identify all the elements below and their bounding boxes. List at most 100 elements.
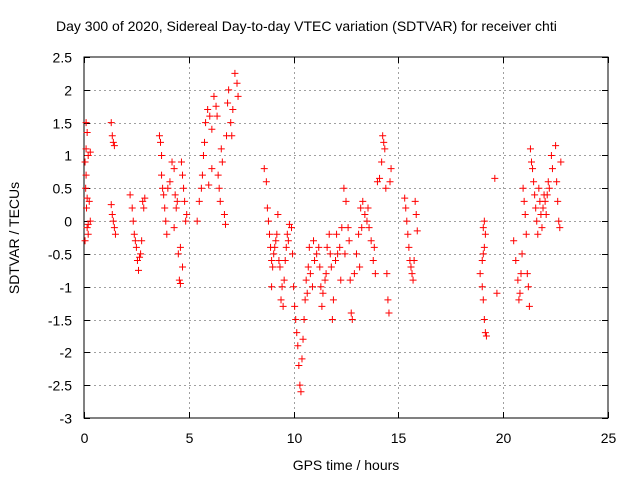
data-point [163, 230, 171, 238]
data-point [134, 266, 142, 274]
data-point [172, 204, 180, 212]
data-point [195, 197, 203, 205]
data-point [275, 256, 283, 264]
data-point [289, 250, 297, 258]
data-point [410, 256, 418, 264]
data-point [183, 211, 191, 219]
data-point [199, 151, 207, 159]
data-point [271, 243, 279, 251]
data-point [356, 263, 364, 271]
data-point [221, 220, 229, 228]
y-tick-label: 0 [64, 214, 72, 230]
data-point [512, 256, 520, 264]
data-point [81, 237, 89, 245]
data-point [268, 256, 276, 264]
data-point [380, 138, 388, 146]
data-point [310, 237, 318, 245]
plot-frame [83, 56, 609, 419]
data-point [323, 243, 331, 251]
data-point [233, 79, 241, 87]
y-axis: -3 -2.5 -2 -1.5 -1 -0.5 0 0.5 1 1.5 2 2.5 [48, 50, 608, 427]
data-point [383, 270, 391, 278]
data-point [510, 237, 518, 245]
data-point [264, 217, 272, 225]
data-point [548, 165, 556, 173]
data-point [384, 296, 392, 304]
data-point [408, 270, 416, 278]
data-point [357, 204, 365, 212]
data-point [111, 230, 119, 238]
data-point [130, 230, 138, 238]
data-point [544, 178, 552, 186]
data-point [284, 237, 292, 245]
data-point [328, 316, 336, 324]
data-point [413, 227, 421, 235]
data-point [83, 128, 91, 136]
data-point [110, 224, 118, 232]
data-point [308, 283, 316, 291]
data-point [341, 250, 349, 258]
data-point [132, 243, 140, 251]
data-point [82, 184, 90, 192]
data-point [128, 204, 136, 212]
data-point [216, 197, 224, 205]
data-point [364, 204, 372, 212]
data-point [220, 211, 228, 219]
data-point [530, 178, 538, 186]
data-point [404, 230, 412, 238]
data-point [533, 217, 541, 225]
data-point [270, 250, 278, 258]
y-tick-label: -0.5 [48, 247, 72, 263]
data-point [529, 165, 537, 173]
data-point [518, 250, 526, 258]
data-point [83, 194, 91, 202]
data-point [482, 332, 490, 340]
data-point [298, 355, 306, 363]
data-point [401, 194, 409, 202]
data-point [210, 92, 218, 100]
data-point [493, 289, 501, 297]
data-point [542, 211, 550, 219]
data-point [301, 296, 309, 304]
y-tick-label: 1.5 [53, 116, 73, 132]
data-point [170, 165, 178, 173]
grid [84, 57, 608, 418]
data-point [387, 165, 395, 173]
data-point [379, 132, 387, 140]
data-series [81, 69, 565, 396]
data-point [345, 237, 353, 245]
data-point [355, 230, 363, 238]
x-tick-label: 0 [81, 430, 89, 446]
data-point [173, 197, 181, 205]
data-point [224, 99, 232, 107]
data-point [332, 256, 340, 264]
x-tick-label: 20 [496, 430, 512, 446]
data-point [333, 230, 341, 238]
data-point [523, 270, 531, 278]
data-point [346, 276, 354, 284]
data-point [260, 165, 268, 173]
data-point [81, 158, 89, 166]
data-point [321, 276, 329, 284]
data-point [202, 119, 210, 127]
data-point [160, 191, 168, 199]
data-point [369, 256, 377, 264]
data-point [164, 184, 172, 192]
data-point [527, 158, 535, 166]
data-point [176, 243, 184, 251]
y-tick-label: 0.5 [53, 181, 73, 197]
data-point [170, 224, 178, 232]
data-point [213, 112, 221, 120]
data-point [557, 158, 565, 166]
data-point [177, 158, 185, 166]
data-point [82, 145, 90, 153]
data-point [227, 119, 235, 127]
data-point [481, 329, 489, 337]
data-point [269, 263, 277, 271]
data-point [279, 302, 287, 310]
data-point [205, 181, 213, 189]
x-tick-label: 10 [287, 430, 303, 446]
data-point [552, 142, 560, 150]
data-point [514, 276, 522, 284]
data-point [82, 119, 90, 127]
